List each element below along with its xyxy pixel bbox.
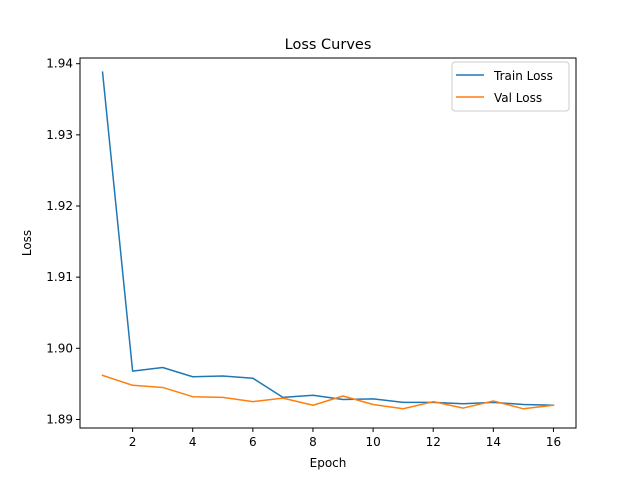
y-tick-label: 1.93 bbox=[46, 128, 73, 142]
series-line-train-loss bbox=[101, 71, 555, 406]
x-tick-label: 16 bbox=[546, 435, 561, 449]
y-tick-label: 1.91 bbox=[46, 270, 73, 284]
x-tick-label: 6 bbox=[249, 435, 257, 449]
y-tick-label: 1.94 bbox=[46, 57, 73, 71]
ticks-layer: 2 4 6 8 10 12 14 16 1.89 1.90 1.91 1.92 1.93 1.94 bbox=[46, 57, 561, 449]
y-tick-label: 1.90 bbox=[46, 341, 73, 355]
series-line-val-loss bbox=[101, 374, 555, 410]
x-tick-label: 8 bbox=[309, 435, 317, 449]
y-axis-label: Loss bbox=[20, 230, 34, 256]
legend-label-train-loss: Train Loss bbox=[493, 69, 553, 83]
chart-title: Loss Curves bbox=[285, 37, 372, 53]
legend: Train Loss Val Loss bbox=[451, 61, 570, 112]
legend-label-val-loss: Val Loss bbox=[494, 91, 542, 105]
x-tick-label: 12 bbox=[426, 435, 441, 449]
y-tick-label: 1.92 bbox=[46, 199, 73, 213]
x-tick-label: 10 bbox=[365, 435, 380, 449]
x-tick-label: 14 bbox=[486, 435, 501, 449]
x-axis-label: Epoch bbox=[310, 456, 347, 470]
x-tick-label: 2 bbox=[129, 435, 137, 449]
plot-frame bbox=[79, 57, 577, 429]
series-layer bbox=[101, 71, 555, 410]
x-tick-label: 4 bbox=[189, 435, 197, 449]
y-tick-label: 1.89 bbox=[46, 412, 73, 426]
